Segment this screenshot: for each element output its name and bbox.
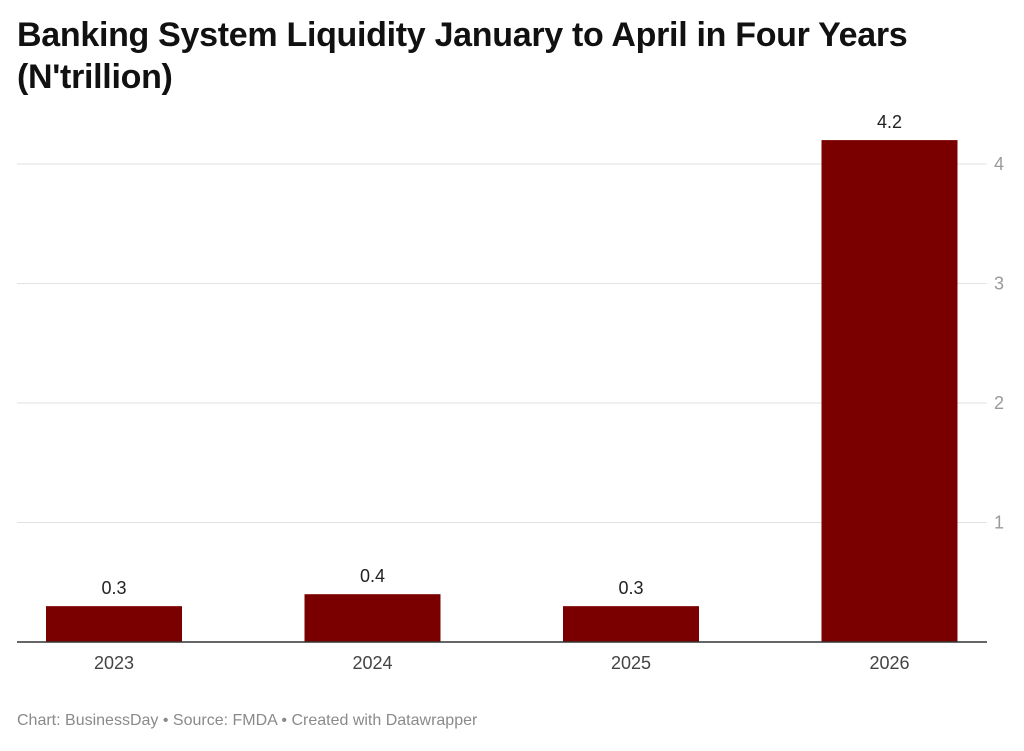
data-label-2024: 0.4 [360, 566, 385, 586]
chart-footer: Chart: BusinessDay • Source: FMDA • Crea… [17, 712, 477, 730]
y-axis-ticks: 1 2 3 4 [994, 154, 1004, 533]
bar-2024 [304, 594, 441, 642]
x-tick-label-2024: 2024 [352, 653, 392, 673]
x-tick-label-2026: 2026 [869, 653, 909, 673]
data-label-2026: 4.2 [877, 112, 902, 132]
footer-chart-credit: Chart: BusinessDay [17, 712, 159, 729]
footer-separator: • [281, 712, 287, 729]
chart-title: Banking System Liquidity January to Apri… [17, 16, 908, 96]
bar-2025 [563, 606, 699, 642]
y-tick-label: 1 [994, 513, 1004, 533]
x-axis-ticks: 2023 2024 2025 2026 [94, 653, 910, 673]
bar-chart: 0.3 0.4 0.3 4.2 1 2 3 4 2023 2024 2025 2026 [17, 112, 1004, 673]
footer-separator: • [162, 712, 169, 729]
footer-source: Source: FMDA [172, 712, 277, 729]
data-label-2025: 0.3 [618, 578, 643, 598]
data-label-2023: 0.3 [101, 578, 126, 598]
bars [46, 140, 958, 642]
data-labels: 0.3 0.4 0.3 4.2 [101, 112, 902, 598]
y-tick-label: 4 [994, 154, 1004, 174]
x-tick-label-2025: 2025 [611, 653, 651, 673]
footer-created-with: Created with Datawrapper [291, 712, 478, 729]
x-tick-label-2023: 2023 [94, 653, 134, 673]
y-tick-label: 2 [994, 393, 1004, 413]
y-tick-label: 3 [994, 274, 1004, 294]
bar-2026 [821, 140, 958, 642]
bar-2023 [46, 606, 182, 642]
